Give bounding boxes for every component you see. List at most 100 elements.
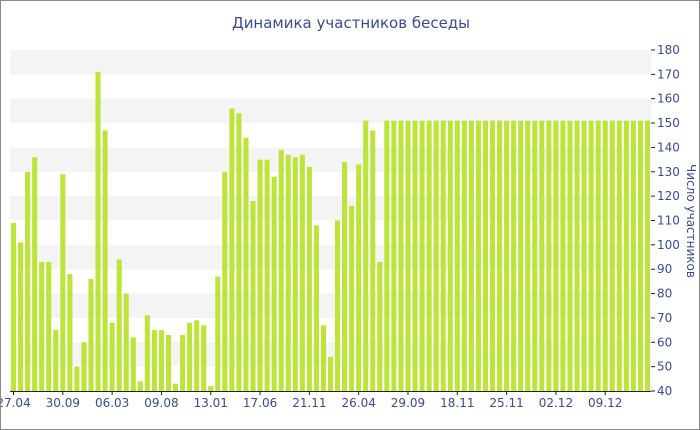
bar [426, 120, 432, 391]
bar [440, 120, 446, 391]
bar [461, 120, 467, 391]
bar [525, 120, 531, 391]
bar [18, 242, 24, 391]
bar [299, 154, 305, 391]
bar [602, 120, 608, 391]
bar [144, 315, 150, 391]
bar [497, 120, 503, 391]
bar [67, 274, 73, 391]
y-tick-label: 180 [657, 43, 680, 57]
y-tick-label: 40 [657, 384, 672, 398]
y-tick-label: 80 [657, 287, 672, 301]
bar [433, 120, 439, 391]
bar [109, 322, 115, 391]
bar [468, 120, 474, 391]
bar [215, 276, 221, 391]
bar [560, 120, 566, 391]
bar [419, 120, 425, 391]
bar [567, 120, 573, 391]
bar [518, 120, 524, 391]
bar [349, 205, 355, 391]
x-tick-label: 21.11 [292, 396, 326, 410]
bar [158, 330, 164, 391]
bar [532, 120, 538, 391]
bar [630, 120, 636, 391]
bar [644, 120, 651, 391]
chart-title: Динамика участников беседы [232, 14, 470, 32]
y-tick-label: 130 [657, 165, 680, 179]
x-tick-label: 27.04 [1, 396, 31, 410]
bar [88, 278, 94, 391]
bar [173, 383, 179, 391]
bar [370, 130, 376, 391]
y-tick-label: 100 [657, 238, 680, 252]
bar [313, 225, 319, 391]
bar [32, 157, 38, 391]
y-axis-label: Число участников [684, 164, 698, 278]
y-tick-label: 150 [657, 116, 680, 130]
bar [595, 120, 601, 391]
bar [165, 334, 172, 391]
bar [306, 166, 312, 391]
bar [180, 334, 186, 391]
x-tick-label: 02.12 [539, 396, 573, 410]
bar [285, 154, 291, 391]
bar [320, 325, 326, 391]
bar [623, 120, 629, 391]
bar [236, 113, 242, 391]
bar [637, 120, 643, 391]
bar [151, 330, 157, 391]
grid-band [10, 98, 651, 124]
bar [405, 120, 411, 391]
bar [201, 325, 207, 391]
bar [278, 149, 284, 391]
bar [292, 157, 298, 391]
bar [222, 171, 228, 391]
y-tick-label: 50 [657, 360, 672, 374]
bar [546, 120, 552, 391]
bar [391, 120, 397, 391]
y-tick-label: 160 [657, 92, 680, 106]
bar [95, 71, 101, 392]
bar [616, 120, 622, 391]
bar [25, 171, 31, 391]
y-tick-label: 120 [657, 189, 680, 203]
x-tick-label: 09.12 [588, 396, 622, 410]
bar [475, 120, 481, 391]
y-tick-label: 170 [657, 67, 680, 81]
bar [102, 130, 108, 391]
bar [588, 120, 594, 391]
bar [356, 164, 362, 391]
bar [482, 120, 488, 391]
y-tick-label: 60 [657, 335, 672, 349]
bar [412, 120, 418, 391]
bar [46, 261, 52, 391]
bar [384, 120, 390, 391]
bar [363, 120, 369, 391]
x-tick-label: 29.09 [391, 396, 425, 410]
bar [504, 120, 510, 391]
bar [130, 337, 136, 391]
bar [398, 120, 404, 391]
y-tick-label: 70 [657, 311, 672, 325]
x-axis-ticks: 27.04 30.09 06.03 09.08 13.01 17.06 21.11 26.04… [1, 391, 622, 410]
bar [123, 293, 129, 391]
bar [271, 176, 277, 391]
bar [327, 356, 334, 391]
bar [81, 342, 87, 391]
bar [60, 174, 66, 391]
bar [257, 159, 263, 391]
y-tick-label: 110 [657, 214, 680, 228]
bar [243, 137, 249, 391]
bar [489, 120, 496, 391]
bar [137, 381, 143, 391]
bar [511, 120, 517, 391]
x-tick-label: 26.04 [341, 396, 375, 410]
bar [581, 120, 587, 391]
bar [250, 201, 256, 391]
x-tick-label: 25.11 [489, 396, 523, 410]
bar [187, 322, 193, 391]
bar [208, 386, 214, 391]
bar [194, 320, 200, 391]
